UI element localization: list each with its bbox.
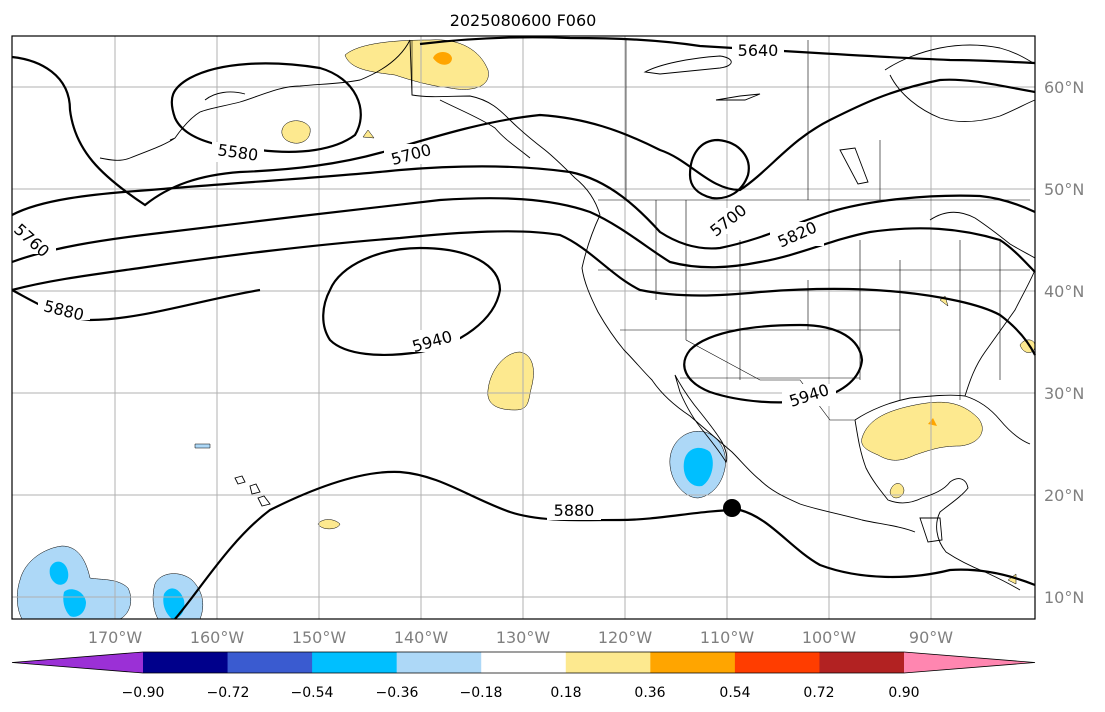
contour-label-5640: 5640 — [738, 41, 779, 60]
lon-label: 160°W — [190, 628, 245, 647]
shade-gulf-alaska — [281, 120, 311, 144]
lat-label: 10°N — [1044, 588, 1084, 607]
colorbar-segment — [650, 652, 736, 673]
shade-sw-strong-3 — [163, 588, 185, 619]
contour-5580 — [170, 62, 362, 153]
colorbar-tick: −0.18 — [460, 685, 503, 701]
colorbar-tick: −0.36 — [376, 685, 419, 701]
colorbar-tick: 0.72 — [803, 685, 834, 701]
latitude-labels: 60°N 50°N 40°N 30°N 20°N 10°N — [1044, 78, 1084, 607]
colorbar-tick: −0.54 — [291, 685, 334, 701]
shade-alaska-strong — [433, 52, 452, 65]
shade-yucatan — [889, 483, 905, 499]
colorbar-tick: −0.90 — [122, 685, 165, 701]
contour-5880-south — [174, 470, 1036, 620]
lon-label: 90°W — [909, 628, 953, 647]
graticule — [12, 36, 1035, 619]
political-borders — [411, 40, 1030, 421]
colorbar-segment — [734, 652, 820, 673]
lat-label: 30°N — [1044, 384, 1084, 403]
shade-sw-strong-1 — [49, 561, 69, 585]
colorbar-segment — [396, 652, 482, 673]
contour-5820 — [11, 197, 1036, 273]
colorbar-segment — [227, 652, 313, 673]
colorbar-tick: 0.54 — [719, 685, 750, 701]
storm-position-marker — [723, 499, 741, 517]
colorbar-tick: 0.90 — [888, 685, 919, 701]
contour-5760 — [11, 165, 1036, 250]
contour-5700 — [11, 55, 1036, 207]
colorbar-tick-labels: −0.90 −0.72 −0.54 −0.36 −0.18 0.18 0.36 … — [122, 685, 920, 701]
longitude-labels: 170°W 160°W 150°W 140°W 130°W 120°W 110°… — [88, 628, 953, 647]
lon-label: 150°W — [292, 628, 347, 647]
shade-small-2 — [317, 519, 341, 530]
colorbar-tick: 0.36 — [634, 685, 665, 701]
colorbar-segment — [143, 652, 229, 673]
height-contours — [11, 36, 1036, 620]
shade-small-1 — [362, 129, 375, 139]
lon-label: 140°W — [394, 628, 449, 647]
colorbar-extend-high — [904, 652, 1035, 673]
colorbar-segment — [565, 652, 651, 673]
contour-5700-closed — [688, 138, 750, 200]
lon-label: 130°W — [496, 628, 551, 647]
lat-label: 20°N — [1044, 486, 1084, 505]
colorbar-segment — [312, 652, 398, 673]
lat-label: 60°N — [1044, 78, 1084, 97]
lon-label: 170°W — [88, 628, 143, 647]
shade-baja-strong — [683, 447, 713, 487]
colorbar-outline — [11, 651, 1036, 674]
shade-sw-strong-2 — [63, 589, 86, 617]
shade-hawaii-blue — [194, 443, 211, 449]
lon-label: 110°W — [700, 628, 755, 647]
shade-mid-pacific — [487, 351, 534, 411]
colorbar-tick: −0.72 — [207, 685, 250, 701]
contour-5940-conus — [683, 323, 864, 404]
lat-label: 50°N — [1044, 180, 1084, 199]
colorbar-extend-low — [12, 652, 143, 673]
shaded-anomaly-regions — [17, 39, 1036, 620]
shade-gulf-strong — [928, 418, 937, 426]
shade-sw-negative-1 — [17, 545, 131, 620]
colorbar-tick: 0.18 — [550, 685, 581, 701]
contour-5940-pacific — [322, 246, 502, 356]
contour-5880-north — [11, 230, 1036, 356]
contour-label-5880-south: 5880 — [554, 501, 595, 520]
lat-label: 40°N — [1044, 282, 1084, 301]
coastlines — [99, 39, 1036, 591]
shade-gulf-mexico — [861, 401, 983, 461]
lon-label: 120°W — [598, 628, 653, 647]
colorbar-segment — [819, 652, 905, 673]
colorbar-segment — [481, 652, 567, 673]
colorbar — [11, 651, 1036, 674]
figure-title: 2025080600 F060 — [450, 11, 597, 30]
map-frame — [11, 35, 1036, 620]
lon-label: 100°W — [802, 628, 857, 647]
